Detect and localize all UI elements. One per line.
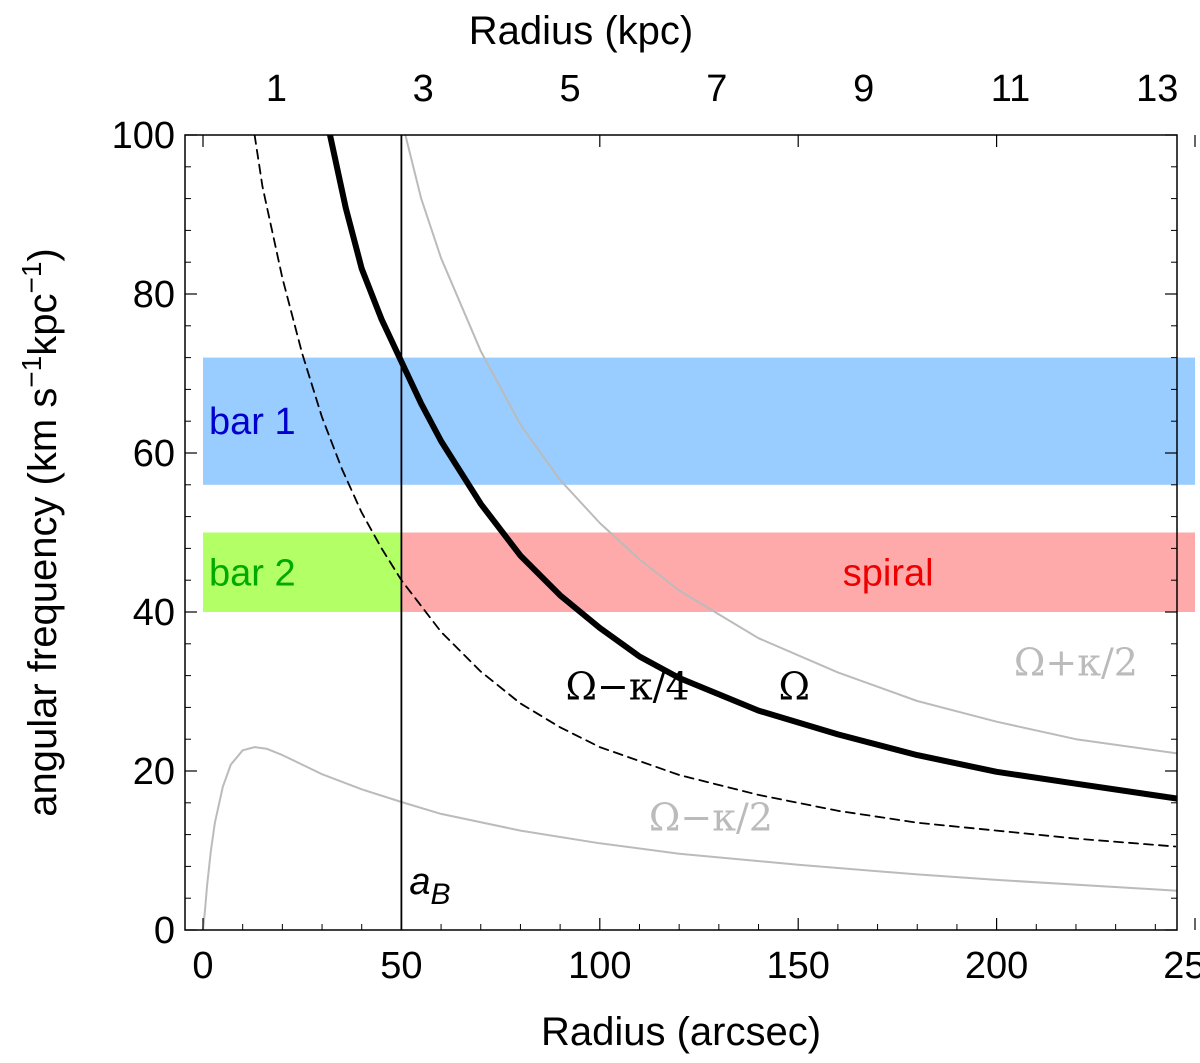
series-line-2 xyxy=(253,135,1177,848)
y-axis-title-part: kpc xyxy=(21,293,65,355)
bottom-tick-label: 100 xyxy=(568,945,631,987)
vertical-line-label: aB xyxy=(409,861,450,911)
series-line-1 xyxy=(404,135,1177,755)
bottom-tick-label: 50 xyxy=(380,945,422,987)
series-line-0 xyxy=(327,135,1177,802)
series-layer xyxy=(202,135,1177,930)
bottom-tick-label: 150 xyxy=(766,945,829,987)
left-tick-label: 20 xyxy=(133,751,175,793)
y-axis-title-part: angular frequency (km s xyxy=(21,388,65,817)
curve-label: Ω xyxy=(778,664,810,708)
top-tick-label: 1 xyxy=(266,68,287,110)
y-axis-title-part: −1 xyxy=(16,356,47,388)
band-bar-2 xyxy=(203,532,402,612)
left-tick-label: 100 xyxy=(112,115,175,157)
top-tick-label: 11 xyxy=(991,68,1030,110)
band-spiral xyxy=(401,532,1195,612)
y-axis-title-part: ) xyxy=(21,248,65,261)
bottom-tick-label: 250 xyxy=(1163,945,1200,987)
left-tick-label: 60 xyxy=(133,433,175,475)
series-line-3 xyxy=(202,746,1177,930)
bands-layer: bar 1 bar 2 spiral xyxy=(203,357,1195,612)
curve-label: Ω−κ/4 xyxy=(566,664,690,708)
top-tick-label: 13 xyxy=(1136,68,1178,110)
plot-frame xyxy=(184,134,1178,931)
band-label-bar-2: bar 2 xyxy=(209,552,296,594)
band-label-spiral: spiral xyxy=(843,552,934,594)
top-tick-label: 7 xyxy=(706,68,727,110)
top-tick-label: 9 xyxy=(853,68,874,110)
top-tick-label: 3 xyxy=(413,68,434,110)
ticks-layer: 050100150200250020406080100135791113 xyxy=(112,68,1200,987)
top-tick-label: 5 xyxy=(559,68,580,110)
band-label-bar-1: bar 1 xyxy=(209,401,296,443)
left-tick-label: 40 xyxy=(133,592,175,634)
plot-border xyxy=(184,134,1178,931)
bottom-tick-label: 200 xyxy=(965,945,1028,987)
y-axis-title: angular frequency (km s−1kpc−1) xyxy=(16,248,66,817)
vertical-line-layer: aB xyxy=(400,135,451,930)
curve-label: Ω−κ/2 xyxy=(649,796,773,840)
left-tick-label: 80 xyxy=(133,274,175,316)
curve-label: Ω+κ/2 xyxy=(1014,641,1138,685)
band-bar-1 xyxy=(203,357,1195,485)
labels-layer: Radius (arcsec) Radius (kpc) angular frequ… xyxy=(16,9,1138,1054)
vertical-line-label-main: a xyxy=(409,861,430,903)
bottom-tick-label: 0 xyxy=(192,945,213,987)
top-axis-title: Radius (kpc) xyxy=(469,9,694,53)
x-axis-title: Radius (arcsec) xyxy=(541,1010,821,1054)
left-tick-label: 0 xyxy=(154,910,175,952)
y-axis-title-part: −1 xyxy=(16,262,47,294)
vertical-line-label-sub: B xyxy=(431,878,451,911)
